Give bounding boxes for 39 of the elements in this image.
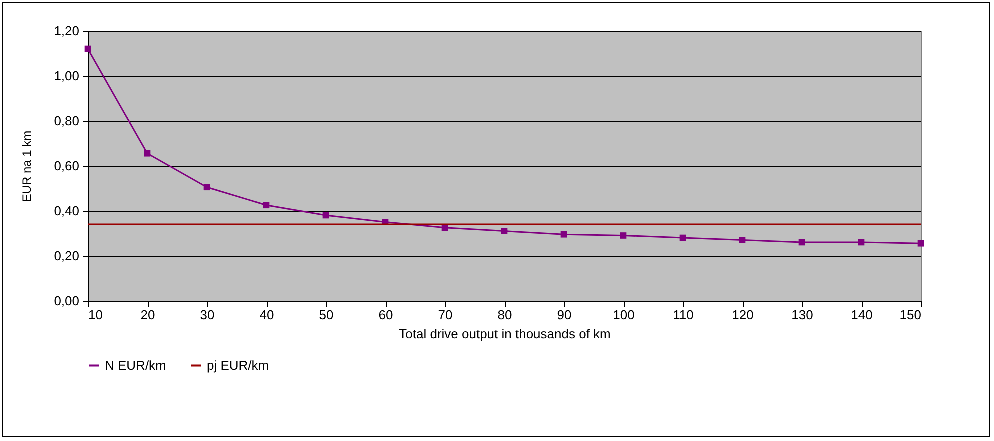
x-tick-label: 60 — [378, 308, 394, 322]
y-tick-label: 1,20 — [54, 24, 80, 38]
y-tick-label: 0,60 — [54, 158, 80, 174]
point — [858, 239, 865, 246]
point — [501, 228, 508, 234]
x-tick-label: 150 — [900, 308, 922, 322]
point — [204, 184, 210, 191]
point — [84, 46, 92, 52]
point — [144, 150, 151, 157]
x-axis-title: Total drive output in thousands of km — [399, 326, 611, 342]
y-tick-label: 1,00 — [54, 68, 80, 84]
x-tick-label: 110 — [673, 308, 694, 322]
x-tick-label: 120 — [732, 308, 754, 322]
legend-label: pj EUR/km — [207, 358, 270, 373]
x-tick-label: 30 — [200, 308, 215, 322]
x-tick-label: 90 — [557, 308, 572, 322]
x-tick-label: 20 — [140, 308, 156, 322]
x-tick-label: 40 — [260, 308, 274, 322]
x-tick-label: 130 — [792, 308, 814, 322]
point — [322, 212, 330, 219]
point — [263, 202, 270, 209]
legend-label: N EUR/km — [105, 358, 166, 373]
point — [918, 240, 924, 247]
y-tick-label: 0,20 — [54, 248, 80, 264]
y-tick-label: 0,80 — [54, 114, 80, 128]
x-tick-label: 50 — [319, 308, 334, 322]
y-tick-label: 0,00 — [54, 294, 80, 308]
point — [560, 231, 568, 238]
x-tick-label: 70 — [438, 308, 453, 322]
y-tick-label: 0,40 — [54, 204, 80, 218]
x-tick-label: 10 — [88, 308, 103, 322]
point — [798, 239, 806, 246]
x-tick-label: 140 — [851, 308, 873, 322]
point — [739, 237, 746, 244]
x-tick-label: 80 — [498, 308, 512, 322]
point — [620, 232, 627, 239]
x-tick-label: 100 — [613, 308, 635, 322]
y-axis-title: EUR na 1 km — [20, 130, 34, 202]
point — [680, 234, 686, 242]
